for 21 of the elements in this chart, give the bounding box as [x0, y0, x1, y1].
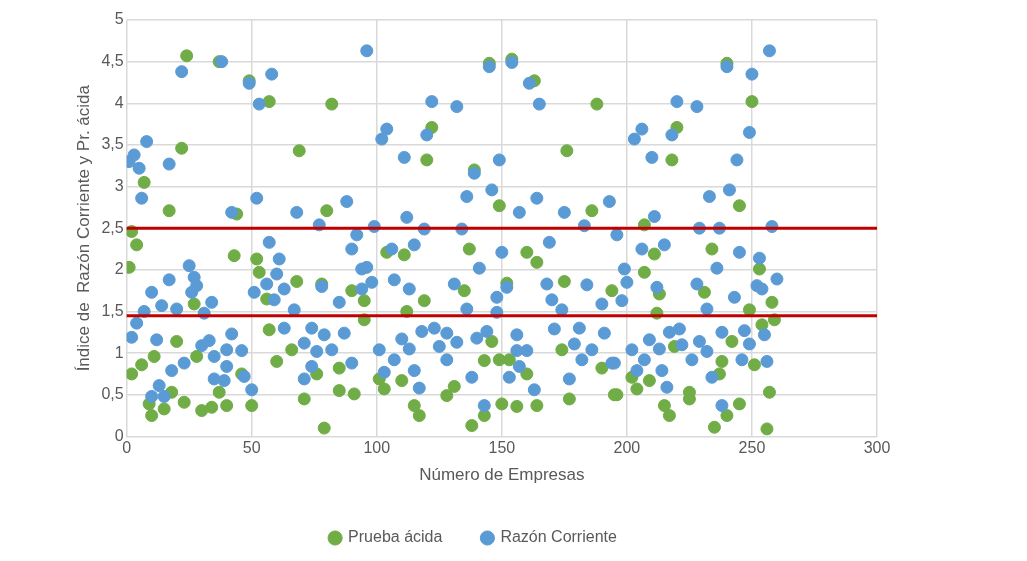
- x-tick-label: 50: [242, 439, 261, 457]
- x-axis-title: Número de Empresas: [419, 465, 585, 485]
- y-tick-label: 2: [114, 260, 124, 278]
- y-tick-label: 2,5: [101, 218, 124, 236]
- y-tick-label: 5: [114, 10, 124, 28]
- y-tick-label: 3,5: [101, 135, 124, 153]
- legend-label: Razón Corriente: [500, 528, 617, 546]
- y-tick-label: 1,5: [101, 301, 124, 319]
- x-tick-label: 300: [863, 439, 891, 457]
- x-tick-label: 100: [363, 439, 391, 457]
- y-tick-label: 4: [114, 93, 124, 111]
- x-tick-label: 150: [488, 439, 516, 457]
- legend-label: Prueba ácida: [348, 528, 443, 546]
- y-tick-label: 3: [114, 176, 124, 194]
- y-tick-label: 0,5: [101, 385, 124, 403]
- x-tick-label: 250: [738, 439, 766, 457]
- x-tick-label: 200: [613, 439, 641, 457]
- y-tick-label: 1: [114, 343, 124, 361]
- y-tick-label: 0: [114, 426, 124, 444]
- y-axis-title: Índice de Razón Corriente y Pr. ácida: [73, 84, 93, 372]
- y-tick-label: 4,5: [101, 52, 124, 70]
